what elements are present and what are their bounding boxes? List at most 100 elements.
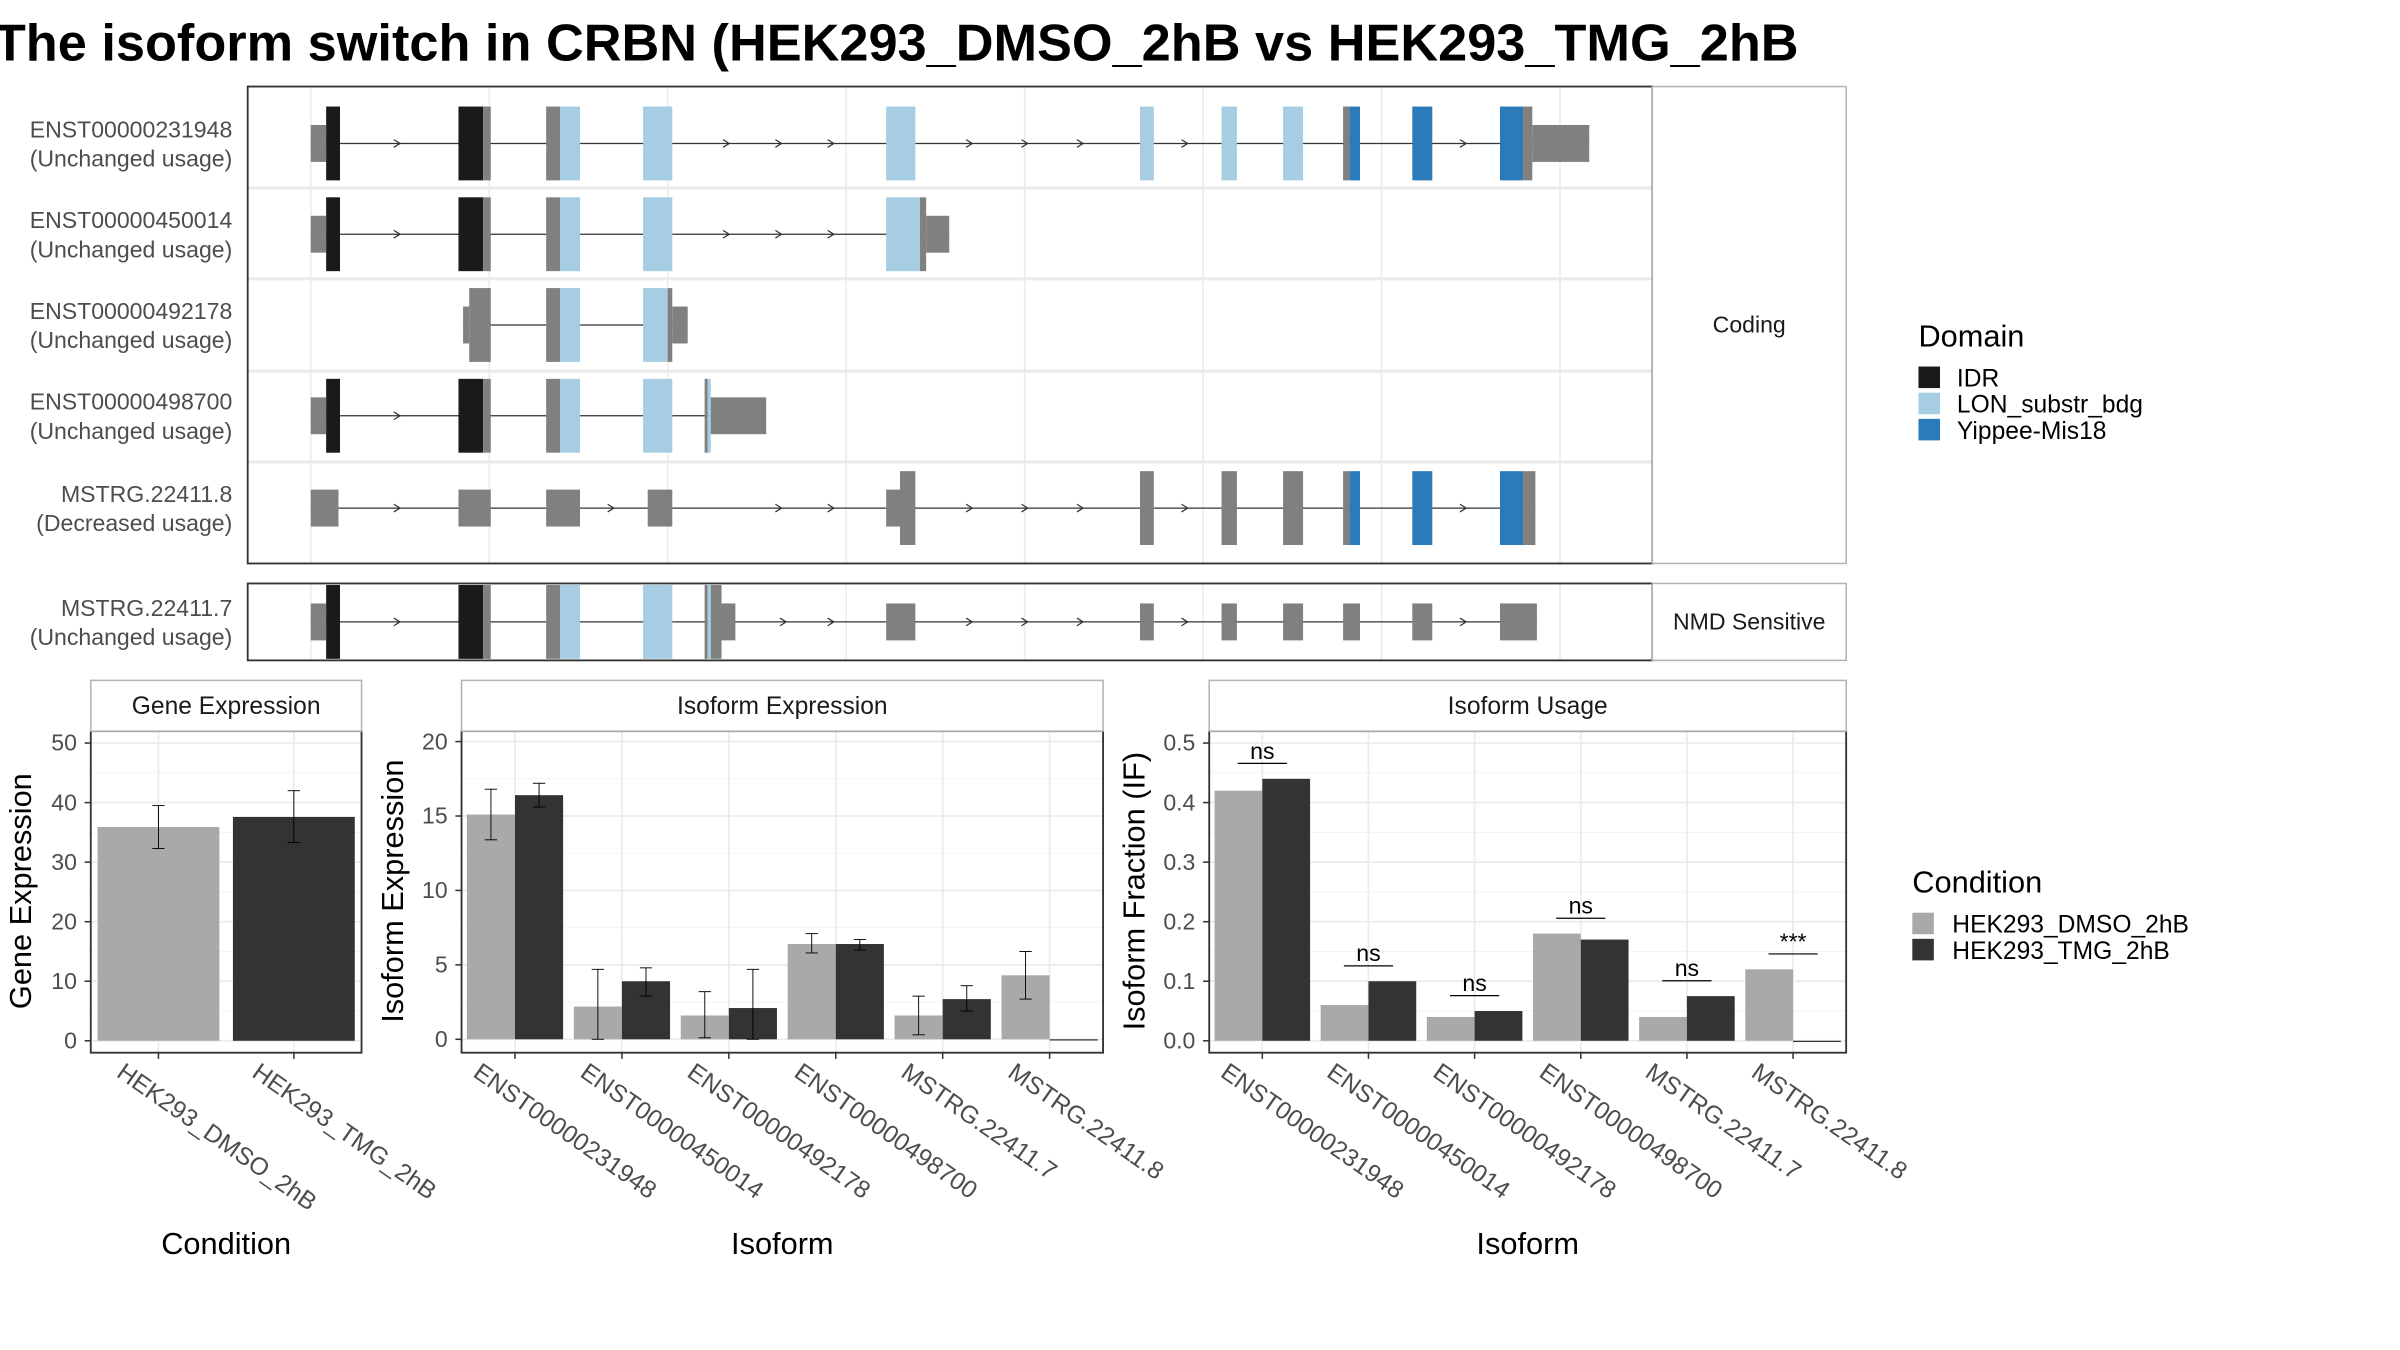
- strand-arrow: [1459, 503, 1468, 513]
- y-tick-label: 0.0: [1163, 1027, 1195, 1053]
- strand-arrow: [827, 139, 836, 148]
- domain-legend-label: Yippee-Mis18: [1957, 418, 2107, 445]
- domain-legend-swatch: [1918, 366, 1940, 389]
- exon-block-utr: [546, 288, 560, 362]
- strand-arrow: [1021, 139, 1029, 148]
- strand-arrow: [722, 229, 731, 239]
- transcript-id-label: ENST00000450014: [30, 207, 233, 233]
- strand-arrow: [827, 503, 836, 513]
- transcript-id-label: MSTRG.22411.8: [61, 481, 232, 507]
- exon-block-utr: [667, 288, 673, 362]
- transcript-id-label: ENST00000492178: [30, 298, 233, 324]
- exon-block-utr: [886, 489, 900, 527]
- y-tick-label: 0: [435, 1026, 448, 1052]
- transcript-MSTRG.22411.7: MSTRG.22411.7 (Unchanged usage): [30, 585, 1537, 659]
- bar-panel-strip: [460, 679, 1104, 732]
- exon-block-utr: [1140, 603, 1154, 641]
- strand-arrow: [393, 229, 402, 239]
- y-tick-label: 0.5: [1163, 730, 1195, 756]
- bar-ENST00000231948-HEK293_DMSO_2hB: [466, 814, 515, 1040]
- bar-panel-strip: [1208, 679, 1847, 732]
- exon-block-utr: [1221, 603, 1237, 641]
- transcript-ENST00000498700: ENST00000498700 (Unchanged usage): [30, 378, 767, 453]
- exon-block-lon: [707, 378, 711, 453]
- exon-block-yippee: [1500, 106, 1524, 181]
- exon-block-utr: [469, 288, 491, 362]
- strand-arrow: [1459, 139, 1468, 148]
- exon-block-utr: [546, 197, 560, 272]
- significance-label: ***: [1780, 928, 1807, 954]
- bar-MSTRG.22411.7-HEK293_TMG_2hB: [1686, 996, 1735, 1041]
- transcript-usage-label: (Unchanged usage): [30, 624, 233, 650]
- exon-block-utr: [1283, 603, 1304, 641]
- exon-block-utr: [704, 378, 708, 453]
- bar-ENST00000498700-HEK293_TMG_2hB: [1580, 939, 1629, 1041]
- structure-strip-label: NMD Sensitive: [1673, 609, 1826, 635]
- condition-legend-label: HEK293_DMSO_2hB: [1952, 912, 2189, 939]
- condition-legend-swatch: [1912, 912, 1934, 935]
- exon-block-yippee: [1349, 106, 1360, 181]
- exon-block-utr: [1523, 471, 1536, 545]
- condition-legend-swatch: [1912, 938, 1934, 961]
- exon-block-utr: [900, 471, 916, 545]
- exon-block-lon: [643, 378, 673, 453]
- bar-HEK293_TMG_2hB-HEK293_TMG_2hB: [232, 816, 355, 1041]
- transcript-usage-label: (Unchanged usage): [30, 146, 233, 172]
- condition-legend-title: Condition: [1912, 865, 2042, 900]
- exon-block-utr: [1343, 471, 1350, 545]
- exon-block-lon: [643, 106, 673, 181]
- exon-block-utr: [546, 378, 560, 453]
- y-tick-label: 0: [64, 1027, 77, 1053]
- exon-block-idr: [458, 106, 484, 181]
- significance-label: ns: [1356, 940, 1380, 966]
- exon-block-utr: [483, 106, 491, 181]
- exon-block-utr: [310, 215, 327, 253]
- bar-ENST00000498700-HEK293_DMSO_2hB: [1533, 933, 1581, 1041]
- bar-ENST00000231948-HEK293_DMSO_2hB: [1214, 790, 1263, 1041]
- bar-panel-strip: [90, 679, 363, 732]
- strand-arrow: [775, 503, 783, 513]
- exon-block-utr: [721, 603, 736, 641]
- y-tick-label: 10: [422, 877, 448, 903]
- y-tick-label: 40: [51, 789, 77, 815]
- bar-ENST00000492178-HEK293_TMG_2hB: [1474, 1011, 1523, 1041]
- y-tick-label: 15: [422, 803, 448, 829]
- structure-panel-background: [247, 86, 1653, 564]
- strand-arrow: [775, 139, 783, 148]
- exon-block-lon: [1140, 106, 1154, 181]
- transcript-id-label: ENST00000231948: [30, 116, 233, 142]
- significance-label: ns: [1250, 738, 1274, 764]
- exon-block-lon: [560, 288, 580, 362]
- exon-block-utr: [1140, 471, 1154, 545]
- exon-block-yippee: [1412, 106, 1433, 181]
- y-axis-label: Isoform Expression: [375, 760, 410, 1023]
- x-axis-label: Condition: [161, 1226, 291, 1261]
- strand-arrow: [393, 139, 402, 148]
- exon-block-yippee: [1412, 471, 1433, 545]
- transcript-usage-label: (Unchanged usage): [30, 327, 233, 353]
- exon-block-lon: [707, 585, 711, 659]
- significance-label: ns: [1675, 955, 1699, 981]
- exon-block-utr: [1283, 471, 1304, 545]
- exon-block-utr: [1412, 603, 1433, 641]
- exon-block-utr: [647, 489, 673, 527]
- transcript-usage-label: (Unchanged usage): [30, 236, 233, 262]
- exon-block-utr: [463, 306, 470, 344]
- strand-arrow: [1076, 139, 1085, 148]
- domain-legend-label: IDR: [1957, 366, 1999, 393]
- bar-MSTRG.22411.8-HEK293_TMG_2hB: [1793, 1040, 1841, 1043]
- strand-arrow: [1181, 503, 1189, 513]
- x-axis-label: Isoform: [731, 1226, 834, 1261]
- strand-arrow: [1181, 617, 1189, 627]
- exon-block-utr: [310, 603, 327, 641]
- exon-block-lon: [1221, 106, 1237, 181]
- figure-title: The isoform switch in CRBN (HEK293_DMSO_…: [0, 14, 1799, 72]
- exon-block-utr: [310, 397, 327, 435]
- y-tick-label: 20: [51, 908, 77, 934]
- exon-block-utr: [1343, 106, 1350, 181]
- structure-strip-box: [1651, 85, 1847, 565]
- strand-arrow: [1076, 503, 1085, 513]
